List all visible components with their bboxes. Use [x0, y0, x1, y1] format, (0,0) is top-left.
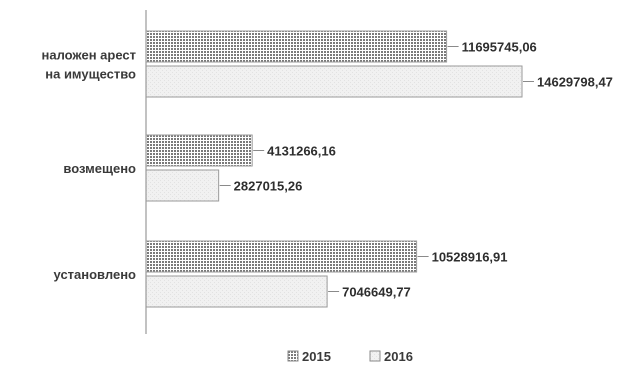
legend-swatch-2015 — [287, 350, 299, 362]
data-label: 14629798,47 — [537, 75, 613, 90]
legend-label-2015: 2015 — [302, 349, 331, 364]
data-label: 2827015,26 — [234, 179, 303, 194]
data-label: 11695745,06 — [462, 40, 537, 55]
bar-2016-2 — [145, 169, 220, 202]
legend-swatch-2016 — [369, 350, 381, 362]
data-label: 10528916,91 — [432, 250, 508, 265]
category-label: наложен арест на имущество — [41, 48, 136, 82]
bar-2016-3 — [145, 275, 328, 308]
legend-label-2016: 2016 — [384, 349, 413, 364]
data-label: 4131266,16 — [267, 144, 336, 159]
bar-2015-1 — [145, 30, 448, 63]
bar-2015-3 — [145, 240, 418, 273]
data-label: 7046649,77 — [342, 285, 411, 300]
bar-2015-2 — [145, 134, 253, 167]
bar-2016-1 — [145, 65, 523, 98]
category-label: возмещено — [63, 161, 136, 176]
category-label: установлено — [54, 267, 137, 282]
